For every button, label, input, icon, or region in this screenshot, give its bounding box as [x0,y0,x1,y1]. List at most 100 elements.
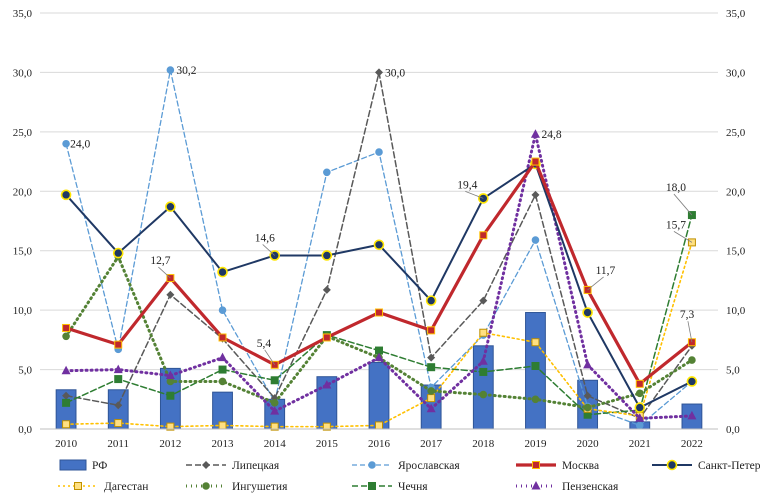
x-tick-label: 2016 [368,438,391,450]
data-point [375,308,383,317]
data-point [531,395,540,404]
data-point [113,364,123,374]
data-point [166,377,175,386]
y2-tick-label: 35,0 [726,8,746,20]
data-point [427,394,436,403]
data-point [635,413,645,422]
data-point [270,406,280,415]
label-leader [587,276,604,291]
legend-marker [74,482,82,490]
data-point [114,419,123,428]
x-tick-label: 2011 [107,438,129,450]
legend-item: Чечня [352,481,428,493]
data-label: 24,8 [541,129,561,141]
data-point [166,391,175,400]
y-tick-label: 30,0 [13,67,33,79]
legend-label: Чечня [398,481,428,493]
x-tick-label: 2010 [55,438,78,450]
data-point [166,290,175,299]
y-tick-label: 5,0 [18,365,32,377]
data-point [270,376,279,385]
data-point [530,129,540,138]
data-point [531,338,540,347]
data-point [635,389,644,398]
x-tick-label: 2013 [212,438,235,450]
label-leader [264,349,276,366]
data-label: 5,4 [257,338,272,350]
bar-rf [525,312,546,430]
data-point [114,375,123,384]
legend-marker [368,482,376,490]
data-point [114,340,123,349]
x-tick-label: 2017 [420,438,443,450]
data-point [375,68,383,77]
legend-item: Липецкая [186,460,280,472]
x-tick-label: 2022 [681,438,703,450]
data-point [583,359,593,369]
data-point [373,239,385,251]
y-tick-label: 15,0 [13,246,33,258]
data-point [479,390,488,399]
data-point [531,362,540,371]
data-label: 30,0 [385,67,405,79]
legend-swatch [59,459,87,471]
legend-label: Липецкая [232,460,280,472]
y2-tick-label: 25,0 [726,127,746,139]
data-label: 19,4 [457,179,477,191]
label-leader [262,244,275,256]
line-series [60,66,698,431]
data-point [166,66,175,74]
y-tick-label: 0,0 [18,424,32,436]
data-point [218,352,228,362]
data-point [217,266,228,278]
line-series-series-8 [61,129,697,422]
y-tick-label: 20,0 [13,186,33,198]
legend-item: Пензенская [516,481,619,493]
data-point [427,326,436,335]
data-point [635,421,644,430]
data-point [218,333,227,342]
data-point [635,379,644,388]
data-point [270,422,279,431]
data-point [60,189,72,201]
label-leader [673,231,693,243]
label-leader [687,321,693,343]
data-point [531,157,540,166]
data-point [583,403,592,412]
bar-rf [368,361,390,430]
legend-marker [368,461,376,469]
data-point [62,398,71,407]
data-point [166,422,175,431]
data-point [62,391,71,400]
data-point [426,403,436,413]
y2-tick-label: 0,0 [726,424,740,436]
legend-item: Москва [516,460,599,472]
x-tick-label: 2020 [577,438,600,450]
data-point [531,236,540,244]
data-point [323,168,331,177]
legend-marker [531,481,541,490]
data-point [427,363,436,372]
data-point [112,247,124,259]
y2-tick-label: 30,0 [726,67,746,79]
legend: РФ Липецкая Ярославская Москва Санкт-Петербу… [58,459,760,493]
data-point [62,323,71,332]
data-label: 30,2 [176,65,196,77]
data-point [270,399,279,407]
y2-tick-label: 5,0 [726,365,740,377]
data-point [375,421,383,430]
legend-item: Ярославская [352,460,460,472]
x-tick-label: 2014 [264,438,287,450]
data-label: 14,6 [255,232,275,244]
data-point [479,231,488,240]
y-tick-label: 25,0 [13,127,33,139]
data-point [322,285,331,294]
data-point [218,377,227,386]
data-point [479,328,488,337]
data-point [114,401,123,410]
data-label: 18,0 [666,182,686,194]
data-point [634,402,646,413]
legend-label: Санкт-Петербург [698,460,760,472]
data-point [62,332,70,341]
